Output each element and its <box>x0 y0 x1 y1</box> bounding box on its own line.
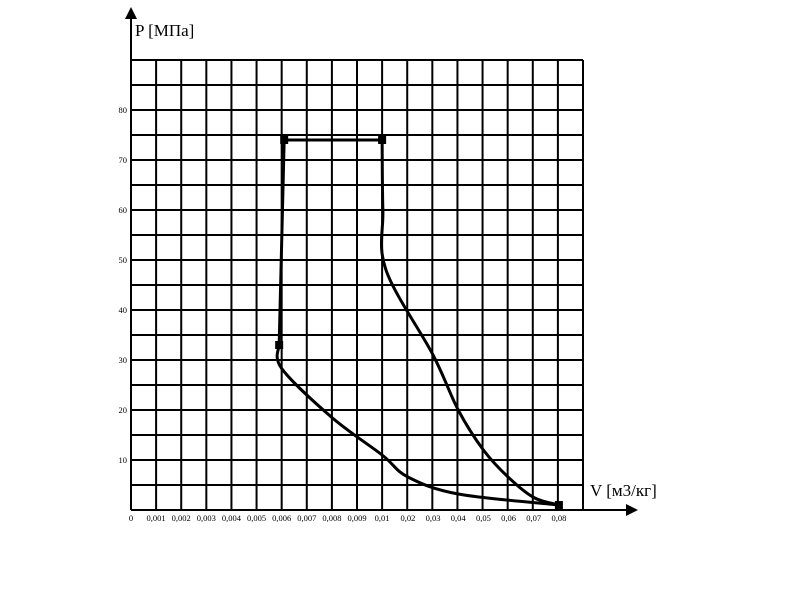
x-tick-label: 0,004 <box>222 513 242 523</box>
y-tick-label: 40 <box>119 305 128 315</box>
x-tick-label: 0,05 <box>476 513 491 523</box>
x-tick-label: 0,07 <box>526 513 541 523</box>
x-tick-label: 0,04 <box>451 513 467 523</box>
x-tick-label: 0,001 <box>147 513 166 523</box>
y-tick-label: 10 <box>119 455 128 465</box>
y-tick-label: 60 <box>119 205 128 215</box>
y-tick-label: 20 <box>119 405 128 415</box>
x-tick-label: 0,003 <box>197 513 216 523</box>
cycle-curve-expansion <box>379 139 560 507</box>
axes <box>125 7 638 516</box>
x-tick-label: 0,006 <box>272 513 291 523</box>
x-axis-arrow-icon <box>626 504 638 516</box>
y-axis-label: P [МПа] <box>135 21 194 40</box>
y-tick-label: 30 <box>119 355 128 365</box>
y-tick-label: 50 <box>119 255 128 265</box>
x-tick-label: 0,08 <box>551 513 566 523</box>
cycle-point-marker <box>275 341 284 349</box>
x-tick-label: 0,03 <box>426 513 441 523</box>
cycle-curve-isochoric <box>277 139 286 346</box>
tick-labels: 0 0,001 0,002 0,003 0,004 0,005 0,006 0,007 0,00… <box>119 105 567 523</box>
cycle-point-marker <box>378 136 387 144</box>
cycle-curve-compression <box>275 344 560 507</box>
x-tick-label: 0,007 <box>297 513 316 523</box>
x-tick-label: 0,009 <box>347 513 366 523</box>
y-axis-arrow-icon <box>125 7 137 19</box>
x-tick-label: 0 <box>129 513 133 523</box>
x-tick-label: 0,005 <box>247 513 266 523</box>
cycle-point-marker <box>554 501 563 509</box>
x-tick-label: 0,02 <box>400 513 415 523</box>
grid <box>130 59 584 511</box>
x-tick-label: 0,01 <box>375 513 390 523</box>
point-markers <box>275 136 563 509</box>
y-tick-label: 70 <box>119 155 128 165</box>
y-tick-label: 80 <box>119 105 128 115</box>
x-tick-label: 0,002 <box>172 513 191 523</box>
x-tick-label: 0,06 <box>501 513 516 523</box>
x-axis-label: V [м3/кг] <box>590 481 657 500</box>
cycle-point-marker <box>280 136 289 144</box>
x-tick-label: 0,008 <box>322 513 341 523</box>
cycle-series <box>275 138 560 507</box>
